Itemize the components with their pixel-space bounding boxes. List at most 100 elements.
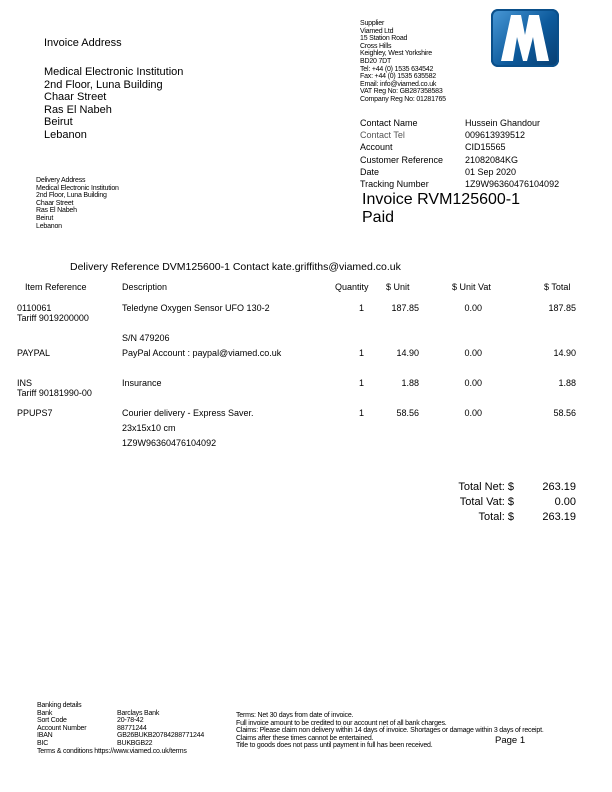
supplier-line: Viamed Ltd <box>360 27 394 35</box>
item-reference: 0110061 <box>17 303 52 313</box>
item-vat: 0.00 <box>464 408 482 418</box>
item-reference: PPUPS7 <box>17 408 53 418</box>
detail-value: 01 Sep 2020 <box>465 166 517 177</box>
invoice-address: Medical Electronic Institution 2nd Floor,… <box>44 66 183 141</box>
item-total: 187.85 <box>548 303 576 313</box>
item-total: 1.88 <box>558 378 576 388</box>
total-value: 263.19 <box>542 511 576 523</box>
bank-value: BUKBGB22 <box>117 740 153 747</box>
item-description: PayPal Account : paypal@viamed.co.uk <box>122 348 282 358</box>
delivery-address-heading: Delivery Address <box>36 177 86 184</box>
supplier-line: Email: info@viamed.co.uk <box>360 80 437 88</box>
address-line: 2nd Floor, Luna Building <box>36 192 107 200</box>
item-description: 23x15x10 cm <box>122 423 176 433</box>
address-line: Lebanon <box>36 222 62 230</box>
detail-value: CID15565 <box>465 142 506 153</box>
item-vat: 0.00 <box>464 378 482 388</box>
item-reference: PAYPAL <box>17 348 51 358</box>
address-line: Chaar Street <box>44 91 107 103</box>
supplier-address: Supplier Viamed Ltd 15 Station Road Cross H… <box>360 20 446 104</box>
item-unit: 58.56 <box>396 408 419 418</box>
address-line: Beirut <box>36 214 54 222</box>
bank-value: 20-78-42 <box>117 717 144 725</box>
item-qty: 1 <box>358 303 364 313</box>
banking-heading: Banking details <box>37 702 82 709</box>
item-total: 58.56 <box>553 408 576 418</box>
invoice-title: Invoice RVM125600-1 <box>362 191 521 208</box>
supplier-line: Tel: +44 (0) 1535 634542 <box>360 65 434 73</box>
total-label: Total Net: $ <box>458 481 514 493</box>
logo-m-icon <box>501 15 549 61</box>
item-vat: 0.00 <box>464 303 482 313</box>
item-reference: INS <box>17 378 33 388</box>
supplier-line: 15 Station Road <box>360 35 408 43</box>
column-header: $ Total <box>544 282 571 292</box>
column-header: $ Unit Vat <box>452 282 491 292</box>
bank-label: IBAN <box>37 732 53 740</box>
address-line: Medical Electronic Institution <box>44 66 184 78</box>
total-value: 0.00 <box>554 496 576 508</box>
column-header: Description <box>122 282 168 292</box>
detail-label: Customer Reference <box>360 154 444 165</box>
delivery-address: Delivery Address Medical Electronic Insti… <box>36 177 119 230</box>
delivery-reference: Delivery Reference DVM125600-1 Contact k… <box>70 261 401 273</box>
terms-line: Claims: Please claim non delivery within… <box>236 727 544 735</box>
column-header: Item Reference <box>25 282 87 292</box>
item-description: Teledyne Oxygen Sensor UFO 130-2 <box>122 303 270 313</box>
page-number: Page 1 <box>495 735 526 746</box>
terms-link: Terms & conditions https://www.viamed.co… <box>37 747 187 755</box>
supplier-line: VAT Reg No: GB287358583 <box>360 88 443 96</box>
detail-value: 009613939512 <box>465 130 526 141</box>
detail-value: 1Z9W96360476104092 <box>465 179 560 189</box>
address-line: 2nd Floor, Luna Building <box>44 78 163 91</box>
bank-value: 88771244 <box>117 724 147 732</box>
bank-label: Bank <box>37 709 53 717</box>
address-line: Chaar Street <box>36 199 74 207</box>
terms-line: Full invoice amount to be credited to ou… <box>236 719 447 727</box>
detail-label: Date <box>360 166 380 177</box>
column-header: Quantity <box>335 282 369 292</box>
address-line: Lebanon <box>44 128 87 141</box>
tariff-code: Tariff 90181990-00 <box>17 388 92 398</box>
item-description: Insurance <box>122 378 162 388</box>
terms-line: Terms: Net 30 days from date of invoice. <box>236 712 354 719</box>
detail-value: 21082084KG <box>465 154 519 165</box>
invoice-address-heading: Invoice Address <box>44 37 122 49</box>
address-line: Ras El Nabeh <box>44 103 112 116</box>
terms-text: Terms: Net 30 days from date of invoice.… <box>236 712 544 750</box>
tariff-code: Tariff 9019200000 <box>17 313 89 323</box>
detail-label: Contact Name <box>360 118 418 128</box>
supplier-line: Cross Hills <box>360 42 392 50</box>
address-line: Medical Electronic Institution <box>36 184 119 192</box>
supplier-line: Fax: +44 (0) 1535 635582 <box>360 73 436 81</box>
item-unit: 14.90 <box>396 348 419 358</box>
terms-line: Claims after these times cannot be enter… <box>236 734 374 742</box>
total-label: Total: $ <box>478 511 514 523</box>
column-header: $ Unit <box>386 282 410 292</box>
item-vat: 0.00 <box>464 348 482 358</box>
detail-label: Tracking Number <box>360 179 429 189</box>
address-line: Beirut <box>44 116 73 128</box>
terms-line: Title to goods does not pass until payme… <box>236 742 433 750</box>
supplier-line: Supplier <box>360 20 385 27</box>
total-value: 263.19 <box>542 481 576 493</box>
address-line: Ras El Nabeh <box>36 207 77 215</box>
invoice-status: Paid <box>362 209 395 226</box>
item-qty: 1 <box>358 348 364 358</box>
bank-label: Account Number <box>37 724 87 732</box>
supplier-line: Company Reg No: 01281765 <box>360 95 446 103</box>
supplier-line: Keighley, West Yorkshire <box>360 50 432 58</box>
viamed-logo <box>491 9 559 67</box>
detail-value: Hussein Ghandour <box>465 118 541 128</box>
bank-label: Sort Code <box>37 717 67 725</box>
detail-label: Contact Tel <box>360 130 405 141</box>
bank-value: GB26BUKB20784288771244 <box>117 732 205 740</box>
total-label: Total Vat: $ <box>459 496 514 508</box>
supplier-line: BD20 7DT <box>360 57 392 65</box>
bank-label: BIC <box>37 740 49 747</box>
item-description: Courier delivery - Express Saver. <box>122 408 254 418</box>
detail-label: Account <box>360 142 393 153</box>
item-unit: 1.88 <box>401 378 419 388</box>
item-description: 1Z9W96360476104092 <box>122 438 217 448</box>
